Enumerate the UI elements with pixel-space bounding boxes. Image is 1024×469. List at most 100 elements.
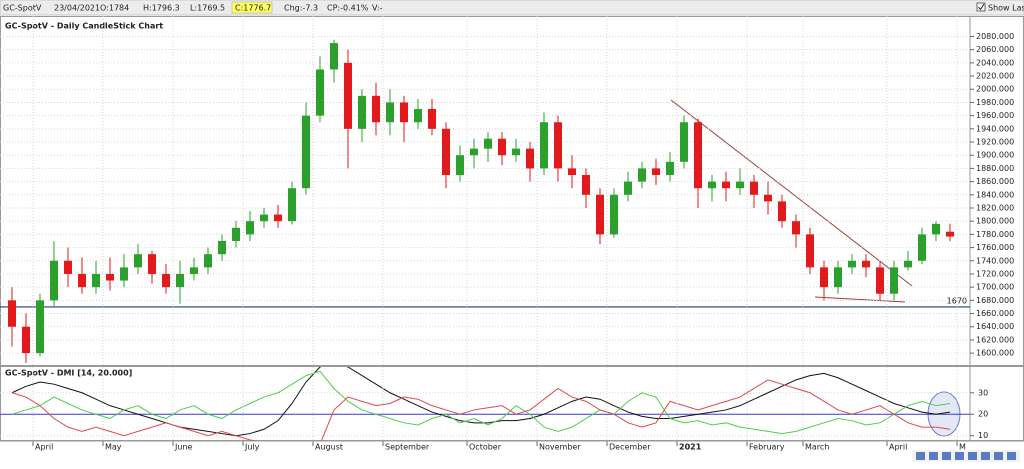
y-tick-label: 1940.000 <box>976 124 1014 133</box>
y-tick-label: 1980.000 <box>976 98 1014 107</box>
candle-body <box>708 181 716 189</box>
candle-body <box>904 260 912 268</box>
candle-body <box>736 181 744 189</box>
nav-button[interactable] <box>916 452 925 460</box>
low: L:1769.5 <box>190 4 225 13</box>
candle-body <box>414 109 422 123</box>
candle-body <box>218 240 226 255</box>
candle-body <box>358 95 366 129</box>
candle-body <box>946 231 954 237</box>
candle-body <box>134 254 142 268</box>
nav-button[interactable] <box>929 452 938 460</box>
nav-button[interactable] <box>994 452 1003 460</box>
y-tick-label: 2000.000 <box>976 85 1014 94</box>
y-tick-label: 2020.000 <box>976 72 1014 81</box>
x-tick-label: July <box>244 443 260 452</box>
y-tick-label: 10 <box>978 431 988 440</box>
y-tick-label: 1660.000 <box>976 309 1014 318</box>
price-plot <box>0 35 970 364</box>
date: 23/04/2021 <box>54 4 100 13</box>
candle-body <box>624 181 632 195</box>
y-tick-label: 1760.000 <box>976 243 1014 252</box>
candle-body <box>162 273 170 288</box>
candle-body <box>750 181 758 195</box>
candle-body <box>876 267 884 294</box>
x-tick-label: April <box>889 443 907 452</box>
y-tick-label: 1920.000 <box>976 138 1014 147</box>
y-tick-label: 1780.000 <box>976 230 1014 239</box>
candle-body <box>652 168 660 176</box>
y-tick-label: 1860.000 <box>976 177 1014 186</box>
nav-button[interactable] <box>968 452 977 460</box>
volume: V:- <box>372 4 383 13</box>
x-tick-label: August <box>315 443 343 452</box>
candle-body <box>92 273 100 288</box>
nav-button[interactable] <box>981 452 990 460</box>
candle-body <box>36 300 44 354</box>
candle-body <box>400 102 408 123</box>
y-tick-label: 1700.000 <box>976 283 1014 292</box>
candle-body <box>232 227 240 241</box>
candle-body <box>610 194 618 235</box>
toolbar: GC-SpotV 23/04/2021 O:1784 H:1796.3 L:17… <box>0 0 1024 16</box>
y-tick-label: 30 <box>978 388 988 397</box>
candle-body <box>8 300 16 327</box>
show-last[interactable]: Show Last <box>988 4 1024 13</box>
y-tick-label: 1740.000 <box>976 256 1014 265</box>
high: H:1796.3 <box>143 4 180 13</box>
candle-body <box>64 260 72 274</box>
candle-body <box>470 148 478 156</box>
show-last-checkbox[interactable] <box>976 2 986 12</box>
x-tick-label: November <box>539 443 581 452</box>
candle-body <box>890 267 898 294</box>
x-tick-label: 2021 <box>679 443 702 452</box>
x-tick-label: December <box>609 443 651 452</box>
candle-body <box>176 273 184 288</box>
candle-body <box>932 223 940 235</box>
nav-button[interactable] <box>955 452 964 460</box>
candle-body <box>288 188 296 222</box>
dmi-line <box>11 379 951 441</box>
candle-body <box>540 122 548 169</box>
x-tick-label: M <box>959 443 966 452</box>
change-pct: CP:-0.41% <box>327 4 369 13</box>
candle-body <box>918 234 926 261</box>
candle-body <box>498 138 506 156</box>
candle-body <box>764 194 772 202</box>
candle-body <box>806 234 814 268</box>
candle-body <box>554 122 562 169</box>
y-tick-label: 1880.000 <box>976 164 1014 173</box>
candle-body <box>260 214 268 222</box>
nav-button[interactable] <box>942 452 951 460</box>
close: C:1776.7 <box>235 4 271 13</box>
support-label: 1670 <box>947 296 967 305</box>
x-tick-label: May <box>105 443 122 452</box>
candle-body <box>680 122 688 162</box>
dmi-line <box>11 367 951 437</box>
candle-body <box>372 95 380 123</box>
open: O:1784 <box>100 4 129 13</box>
dmi-title: GC-SpotV - DMI [14, 20.000] <box>5 369 132 378</box>
y-tick-label: 1800.000 <box>976 217 1014 226</box>
y-tick-label: 1680.000 <box>976 296 1014 305</box>
y-tick-label: 1900.000 <box>976 151 1014 160</box>
candle-body <box>50 260 58 301</box>
candle-body <box>526 148 534 169</box>
candle-body <box>386 102 394 123</box>
y-tick-label: 1720.000 <box>976 269 1014 278</box>
candle-body <box>456 155 464 176</box>
y-tick-label: 1600.000 <box>976 349 1014 358</box>
candle-body <box>792 221 800 235</box>
candle-body <box>666 161 674 176</box>
change: Chg:-7.3 <box>284 4 318 13</box>
nav-button[interactable] <box>1007 452 1016 460</box>
candle-body <box>190 267 198 274</box>
y-tick-label: 1840.000 <box>976 190 1014 199</box>
candle-body <box>582 175 590 195</box>
candle-body <box>204 254 212 268</box>
candle-body <box>330 43 338 70</box>
candle-body <box>722 181 730 189</box>
candle-body <box>428 109 436 129</box>
candle-body <box>316 69 324 116</box>
